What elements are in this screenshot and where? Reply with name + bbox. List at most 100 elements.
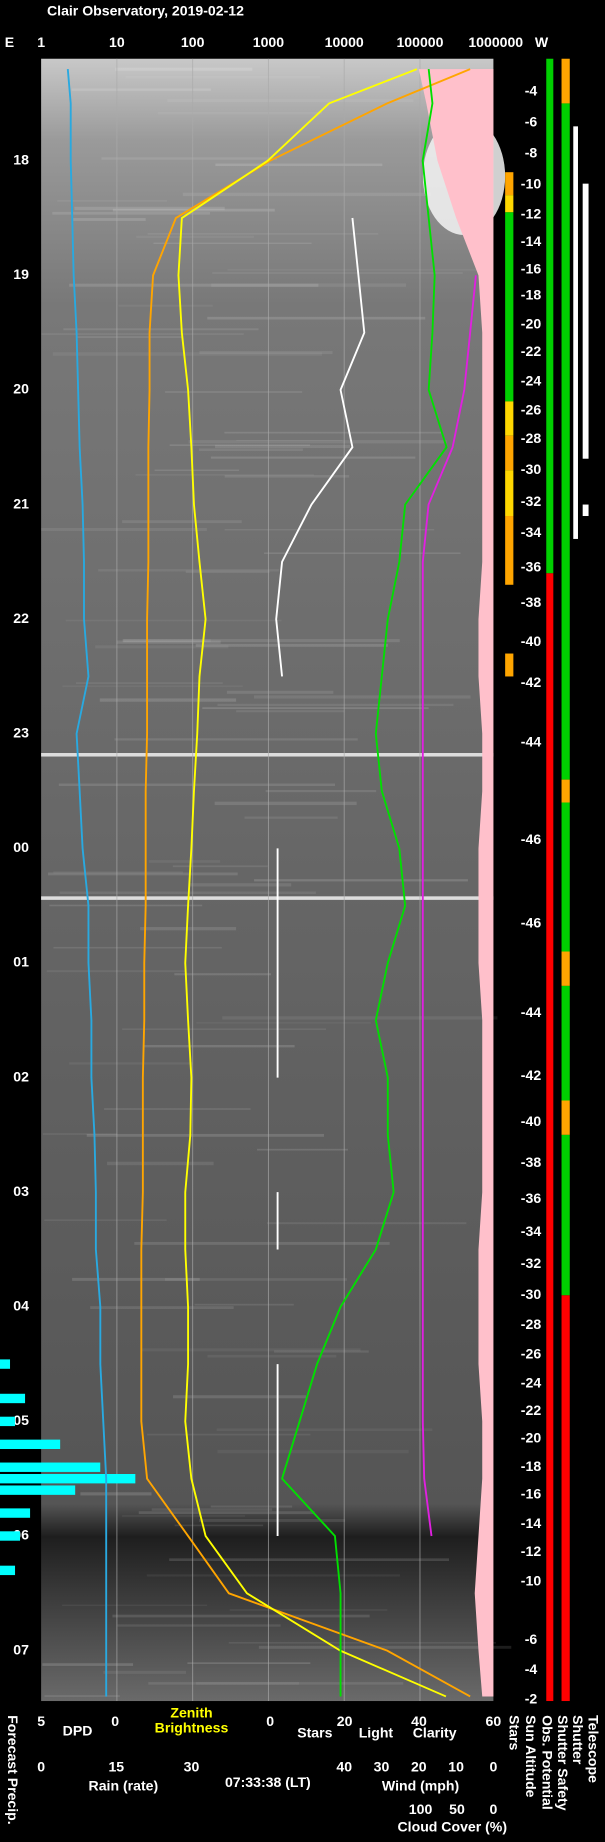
axis-tick-label: 15 <box>108 1759 124 1775</box>
sky-streak <box>195 643 388 647</box>
sky-streak <box>74 206 225 211</box>
sky-streak <box>53 946 222 949</box>
sky-streak <box>267 1222 467 1225</box>
status-segment <box>546 573 554 1702</box>
precip-bar <box>0 1485 76 1495</box>
time-tick-label: 18 <box>13 151 29 167</box>
status-segment <box>505 470 514 517</box>
sky-streak <box>189 883 292 887</box>
sky-streak <box>172 865 268 868</box>
sun-altitude-label: -16 <box>521 1485 542 1501</box>
sky-streak <box>46 970 186 973</box>
time-tick-label: 20 <box>13 381 29 397</box>
time-tick-label: 03 <box>13 1183 29 1199</box>
sun-altitude-label: -22 <box>521 1402 542 1418</box>
sun-altitude-label: -40 <box>521 633 542 649</box>
sun-altitude-label: -32 <box>521 1255 542 1271</box>
sky-streak <box>215 163 383 167</box>
series-label: Cloud Cover (%) <box>398 1819 508 1835</box>
sky-streak <box>101 157 277 160</box>
sun-altitude-label: -28 <box>521 1316 542 1332</box>
sky-streak <box>195 1681 299 1685</box>
sun-altitude-label: -42 <box>521 1067 542 1083</box>
sun-altitude-label: -14 <box>521 233 542 249</box>
axis-tick-label: 60 <box>486 1713 502 1729</box>
axis-label: Rain (rate) <box>89 1778 159 1794</box>
series-line <box>421 275 477 1537</box>
time-tick-label: 01 <box>13 954 29 970</box>
sun-altitude-label: -4 <box>525 1661 538 1677</box>
series-label-box: Zenith Brightness <box>155 1706 229 1736</box>
sun-altitude-label: -26 <box>521 1346 542 1362</box>
sky-streak <box>62 685 243 688</box>
sun-altitude-label: -6 <box>525 1631 538 1647</box>
sky-streak <box>71 88 211 91</box>
sky-streak <box>226 690 334 694</box>
axis-tick-label: 5 <box>37 1713 45 1729</box>
status-column-label: Stars <box>507 1715 523 1750</box>
axis-tick-label: 50 <box>449 1801 465 1817</box>
status-segment <box>505 195 514 213</box>
sky-streak <box>196 1022 371 1024</box>
sky-streak <box>62 1604 208 1606</box>
sky-streak <box>174 973 272 976</box>
series-line <box>66 68 108 1697</box>
sky-streak <box>107 1161 214 1166</box>
sky-streak <box>72 218 146 221</box>
sun-altitude-title: Sun Altitude <box>523 1715 539 1798</box>
sky-streak <box>153 242 312 244</box>
sun-altitude-label: -44 <box>521 734 542 750</box>
status-column-label: Shutter <box>570 1715 586 1765</box>
status-segment <box>561 103 570 780</box>
sun-altitude-label: -20 <box>521 1429 542 1445</box>
sky-streak <box>165 391 303 393</box>
axis-tick-label: 30 <box>374 1759 390 1775</box>
sky-streak <box>116 640 221 644</box>
sky-streak <box>154 469 240 471</box>
precip-bar <box>0 1462 101 1472</box>
sky-streak <box>41 753 494 757</box>
sky-streak <box>49 904 203 907</box>
wind-area <box>418 69 494 1697</box>
axis-tick-label: 0 <box>489 1801 497 1817</box>
sky-streak <box>44 1219 167 1221</box>
status-segment <box>561 58 570 104</box>
time-tick-label: 07 <box>13 1641 29 1657</box>
sun-altitude-label: -22 <box>521 343 542 359</box>
sky-streak <box>202 707 429 710</box>
sky-streak <box>53 871 183 874</box>
sun-altitude-label: -8 <box>525 145 538 161</box>
sky-streak <box>57 199 168 202</box>
axis-tick-label: 0 <box>489 1759 497 1775</box>
time-tick-label: 00 <box>13 839 29 855</box>
axis-tick-label: 100000 <box>396 34 443 50</box>
sun-altitude-label: -46 <box>521 915 542 931</box>
precip-label: Forecast Precip. <box>5 1715 21 1825</box>
sky-streak <box>69 1062 194 1065</box>
precip-bar <box>0 1508 31 1518</box>
precip-bar <box>0 1416 16 1427</box>
sky-streak <box>210 1505 293 1508</box>
series-label: Light <box>359 1725 394 1741</box>
sky-streak <box>167 98 414 103</box>
precip-bar <box>0 1565 16 1576</box>
sky-streak <box>165 1278 347 1281</box>
status-segment <box>505 212 514 402</box>
axis-tick-label: 1 <box>37 34 45 50</box>
series-label: DPD <box>63 1722 93 1738</box>
sky-streak <box>52 352 322 356</box>
sun-altitude-label: -36 <box>521 1190 542 1206</box>
axis-tick-label: 0 <box>37 1759 45 1775</box>
status-segment <box>561 1100 570 1135</box>
sky-streak <box>151 1508 273 1511</box>
sun-altitude-label: -12 <box>521 1543 542 1559</box>
sky-streak <box>254 879 468 882</box>
sky-streak <box>42 1133 118 1135</box>
status-segment <box>561 802 570 952</box>
series-line <box>281 68 448 1697</box>
axis-tick-label: 40 <box>336 1759 352 1775</box>
series-line <box>177 68 447 1698</box>
sun-altitude-label: -6 <box>525 114 538 130</box>
sky-streak <box>217 1449 409 1454</box>
sky-streak <box>141 1348 361 1352</box>
